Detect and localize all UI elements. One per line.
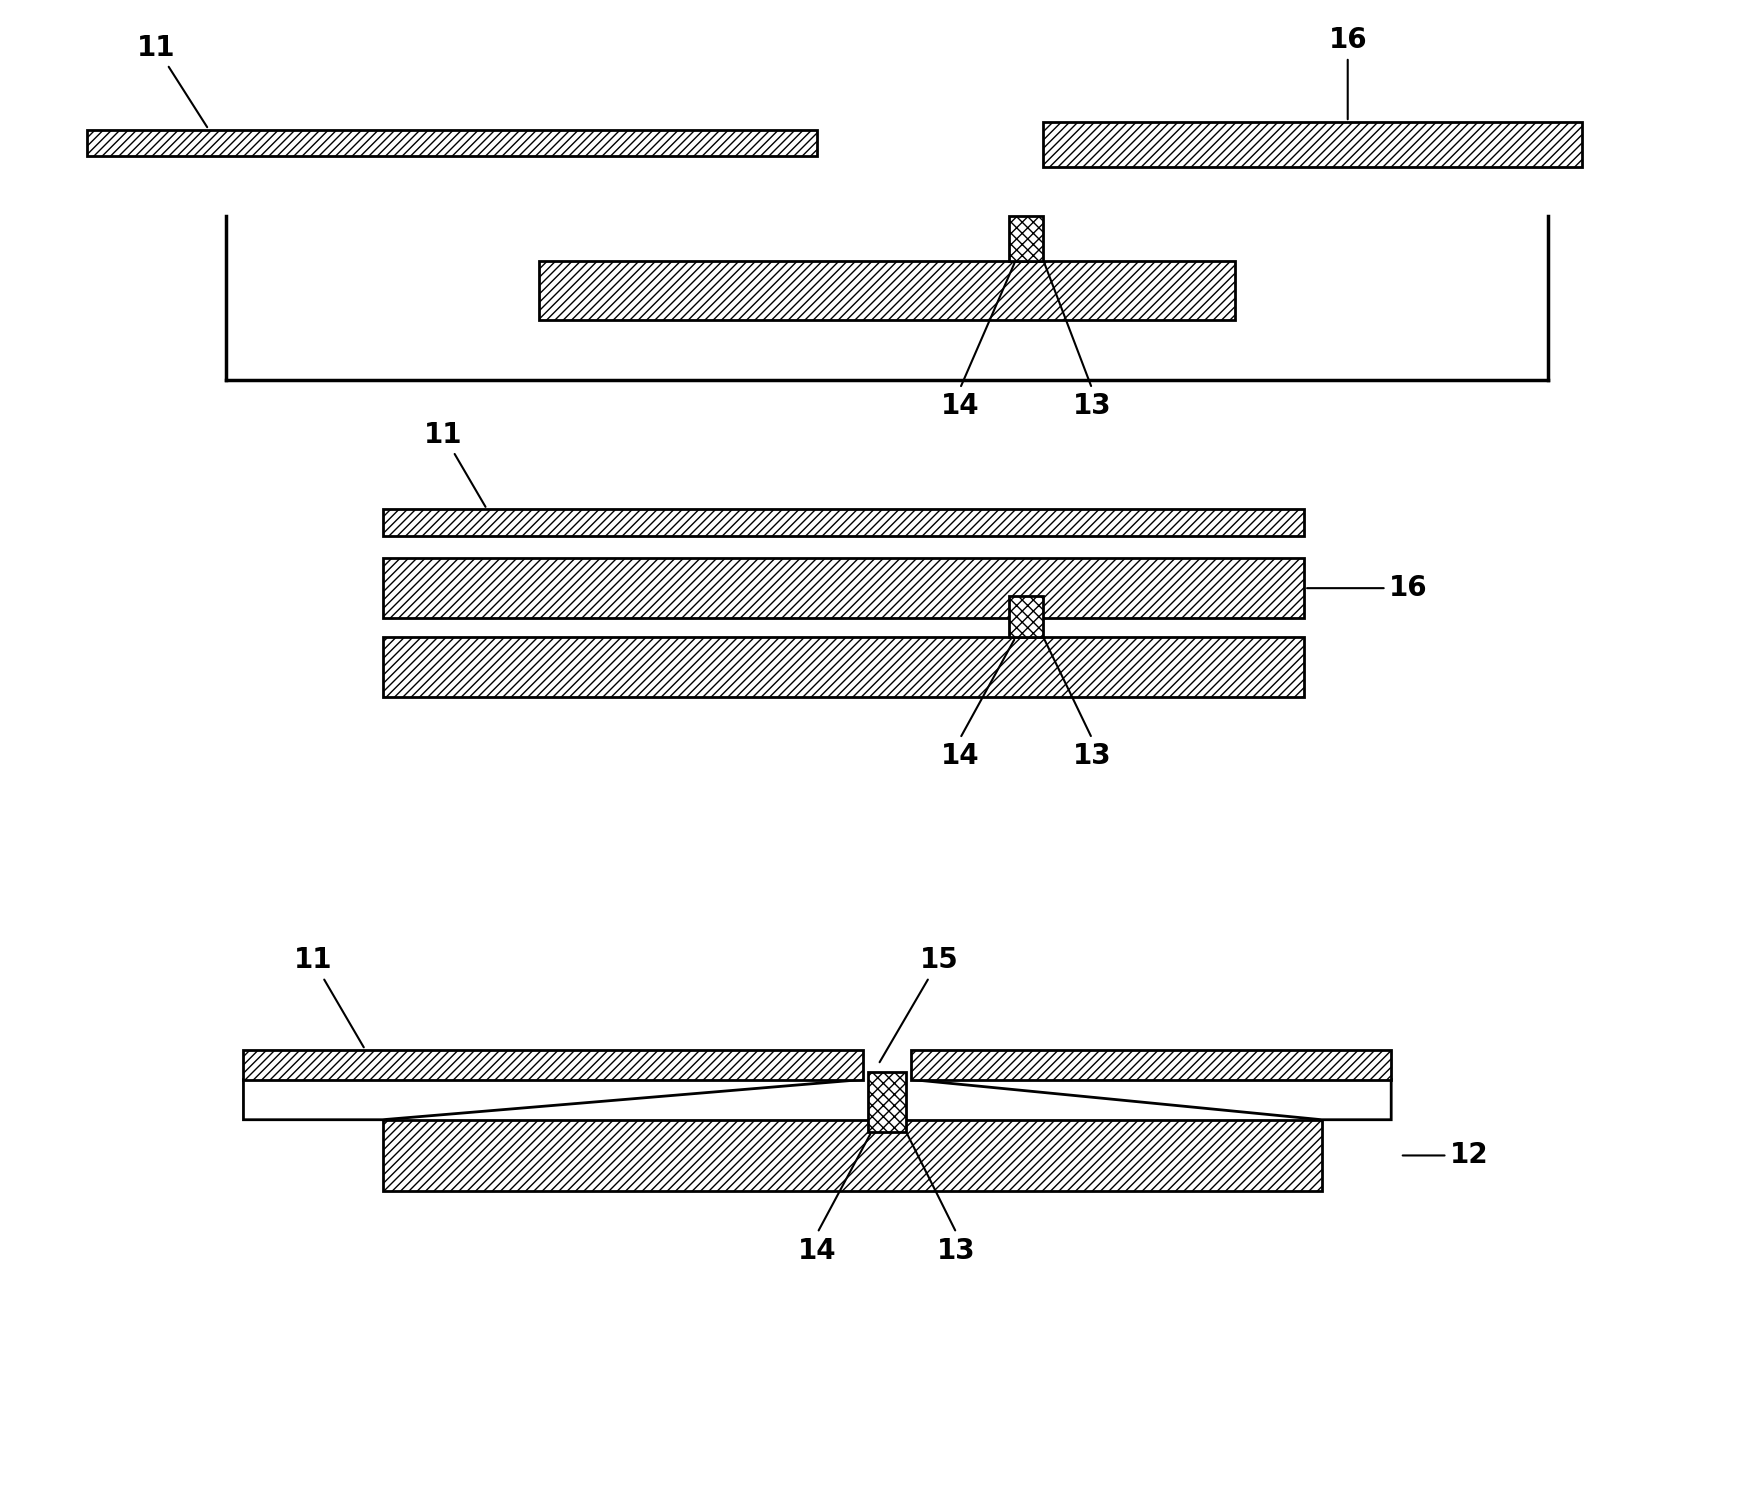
Text: 15: 15 xyxy=(880,947,958,1062)
Text: 14: 14 xyxy=(798,1237,836,1264)
Bar xyxy=(1043,122,1582,167)
Bar xyxy=(87,130,817,156)
Bar xyxy=(1009,596,1043,637)
Bar xyxy=(539,261,1235,320)
Text: 14: 14 xyxy=(941,743,979,770)
Text: 14: 14 xyxy=(941,393,979,420)
Text: 11: 11 xyxy=(137,34,207,127)
Text: 12: 12 xyxy=(1403,1142,1489,1169)
Polygon shape xyxy=(243,1080,863,1120)
Bar xyxy=(383,509,1304,536)
Bar xyxy=(243,1050,863,1080)
Bar xyxy=(383,558,1304,618)
Text: 16: 16 xyxy=(1329,27,1367,119)
Bar xyxy=(383,637,1304,697)
Text: 13: 13 xyxy=(937,1237,976,1264)
Text: 11: 11 xyxy=(424,421,485,506)
Bar xyxy=(911,1050,1391,1080)
Bar xyxy=(1009,216,1043,261)
Polygon shape xyxy=(911,1080,1391,1120)
Text: 13: 13 xyxy=(1073,393,1111,420)
Text: 16: 16 xyxy=(1308,575,1428,602)
Bar xyxy=(383,1120,1322,1191)
Text: 11: 11 xyxy=(294,947,363,1047)
Text: 13: 13 xyxy=(1073,743,1111,770)
Bar xyxy=(868,1072,906,1132)
